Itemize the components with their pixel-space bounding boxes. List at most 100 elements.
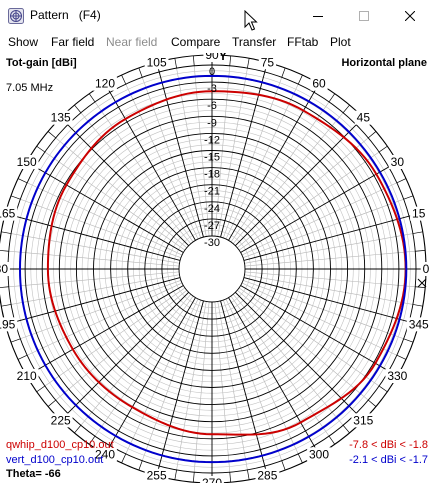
- angle-label: 270: [202, 476, 222, 483]
- angle-tick: [328, 435, 336, 445]
- angle-tick: [247, 469, 250, 480]
- angle-label-bg: [93, 76, 117, 91]
- title-bar: Pattern (F4): [0, 0, 433, 31]
- db-label: -15: [204, 152, 220, 164]
- angle-label-bg: [255, 468, 280, 483]
- radial-line: [26, 285, 184, 377]
- angle-tick: [1, 304, 12, 307]
- angle-label-bg: [310, 76, 328, 91]
- pattern-curve-1: [46, 90, 407, 436]
- radial-line: [240, 285, 398, 377]
- angle-tick: [1, 231, 12, 234]
- angle-label-bg: [0, 262, 10, 276]
- legend-range-1: -7.8 < dBi < -1.8: [349, 439, 428, 451]
- radial-line: [220, 62, 268, 238]
- theta-label: Theta= -66: [6, 468, 61, 480]
- angle-tick: [342, 104, 350, 113]
- angle-label: 15: [412, 207, 426, 221]
- angle-tick: [229, 55, 231, 66]
- angle-tick: [121, 74, 127, 85]
- plane-label: Horizontal plane: [341, 57, 427, 69]
- angle-label-bg: [420, 262, 432, 276]
- radial-line: [235, 117, 364, 246]
- angle-tick: [193, 472, 195, 483]
- menu-compare[interactable]: Compare: [171, 35, 221, 49]
- angle-tick: [138, 67, 143, 78]
- radial-line: [5, 277, 181, 325]
- angle-label: 210: [17, 369, 37, 383]
- maximize-icon: [359, 10, 369, 21]
- menu-fftab[interactable]: FFtab: [287, 35, 319, 49]
- angle-tick: [47, 399, 56, 407]
- angle-label-bg: [0, 317, 18, 332]
- x-axis-marker-icon: [417, 278, 427, 288]
- angle-label-bg: [0, 206, 18, 221]
- angle-label-bg: [48, 413, 73, 428]
- angle-label-bg: [14, 369, 39, 383]
- angle-tick: [368, 399, 377, 407]
- radial-line: [104, 297, 196, 455]
- angle-tick: [403, 195, 414, 200]
- angle-tick: [36, 145, 46, 153]
- angle-tick: [415, 286, 426, 288]
- pattern-app-icon: [8, 8, 24, 24]
- angle-label-bg: [144, 468, 169, 483]
- angle-tick: [74, 104, 82, 113]
- menu-transfer[interactable]: Transfer: [232, 35, 277, 49]
- angle-tick: [193, 55, 195, 66]
- angle-label: 150: [17, 155, 37, 169]
- angle-label-bg: [385, 369, 410, 383]
- db-label: -9: [207, 117, 217, 129]
- minimize-icon: [313, 15, 323, 17]
- angle-label: 165: [0, 207, 16, 221]
- angle-tick: [17, 354, 28, 360]
- angle-tick: [396, 354, 407, 360]
- close-button[interactable]: [387, 0, 433, 31]
- minimize-button[interactable]: [295, 0, 341, 31]
- radial-line: [243, 277, 419, 325]
- angle-label-bg: [93, 447, 117, 462]
- angle-tick: [412, 304, 423, 307]
- angle-tick: [378, 145, 388, 153]
- db-label: -24: [204, 203, 220, 215]
- angle-label: 135: [51, 111, 71, 125]
- db-label: -30: [204, 237, 220, 249]
- db-label: -12: [204, 134, 220, 146]
- angle-label: 345: [409, 317, 429, 331]
- angle-label-bg: [48, 110, 73, 125]
- angle-label: 30: [391, 155, 405, 169]
- angle-tick: [403, 338, 414, 343]
- db-label: -6: [207, 100, 217, 112]
- angle-label-bg: [200, 476, 224, 483]
- angle-tick: [174, 469, 177, 480]
- radial-line: [26, 161, 184, 253]
- db-label: -18: [204, 169, 220, 181]
- radial-line: [228, 297, 320, 455]
- polar-chart: 0 -3 -6 -9 -12 -15 -18 -21 -24 -27 -30 90 75 60 45 30 15…: [0, 53, 432, 483]
- menu-show[interactable]: Show: [8, 35, 39, 49]
- angle-label: 300: [309, 447, 329, 461]
- menu-plot[interactable]: Plot: [330, 35, 351, 49]
- angle-label: 120: [95, 77, 115, 91]
- legend-file-1: qwhip_d100_cp10.out: [6, 439, 114, 451]
- menu-far-field[interactable]: Far field: [51, 35, 95, 49]
- angle-tick: [229, 472, 231, 483]
- legend-range-2: -2.1 < dBi < -1.7: [349, 454, 428, 466]
- polar-labels: 0 -3 -6 -9 -12 -15 -18 -21 -24 -27 -30 90 75 60 45 30 15…: [0, 53, 432, 483]
- angle-tick: [36, 385, 46, 393]
- polar-plot-area: Tot-gain [dBi] 7.05 MHz Horizontal plane…: [0, 53, 433, 483]
- radial-line: [156, 300, 204, 476]
- angle-tick: [138, 460, 143, 471]
- angle-label: 75: [261, 55, 275, 69]
- radial-line: [240, 161, 398, 253]
- maximize-button[interactable]: [341, 0, 387, 31]
- radial-line: [60, 292, 189, 421]
- angle-label-bg: [14, 155, 39, 169]
- menu-near-field: Near field: [106, 35, 158, 49]
- angle-label: 105: [147, 55, 167, 69]
- angle-tick: [74, 425, 82, 434]
- radial-line: [60, 117, 189, 246]
- angle-tick: [0, 250, 9, 252]
- radial-line: [5, 213, 181, 261]
- angle-tick: [10, 338, 21, 343]
